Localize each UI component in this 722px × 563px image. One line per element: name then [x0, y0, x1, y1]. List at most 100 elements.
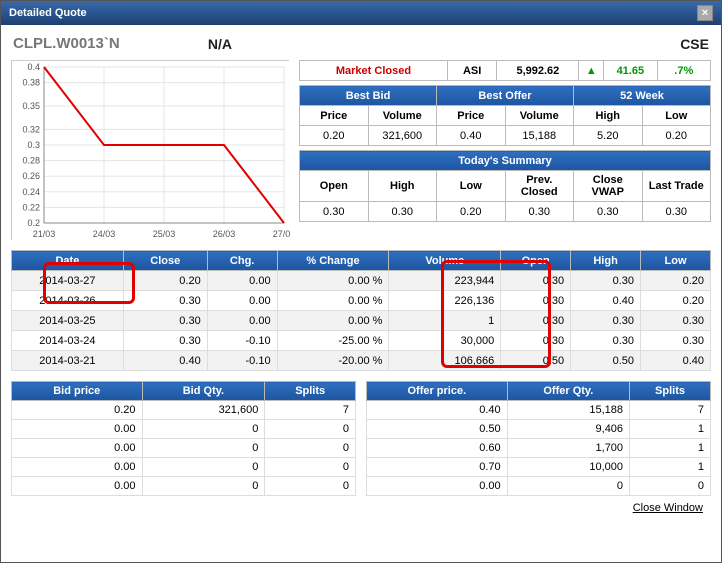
depth-cell: 0.50: [367, 420, 508, 439]
label-open: Open: [320, 180, 348, 192]
bid-price: 0.20: [300, 126, 369, 146]
change-abs: 41.65: [617, 65, 645, 77]
depth-cell: 7: [630, 401, 711, 420]
depth-cell: 0.70: [367, 458, 508, 477]
label-high: High: [596, 110, 620, 122]
footer: Close Window: [11, 496, 711, 516]
history-cell: 2014-03-25: [12, 311, 124, 331]
history-cell: 0.30: [571, 271, 641, 291]
market-status: Market Closed: [336, 65, 411, 77]
history-cell: 106,666: [389, 351, 501, 371]
history-cell: 0.50: [571, 351, 641, 371]
table-row: 0.509,4061: [367, 420, 711, 439]
history-cell: 0.00 %: [277, 291, 389, 311]
history-col-header: Date: [12, 251, 124, 271]
change-pct: .7%: [674, 65, 693, 77]
history-cell: 0.30: [123, 331, 207, 351]
offer-price: 0.40: [437, 126, 506, 146]
history-cell: 0.00 %: [277, 271, 389, 291]
depth-cell: 1,700: [507, 439, 629, 458]
depth-cell: 0.00: [12, 477, 143, 496]
depth-cell: 0.60: [367, 439, 508, 458]
history-cell: 0.00 %: [277, 311, 389, 331]
label-high: High: [390, 180, 414, 192]
history-cell: 0.30: [571, 331, 641, 351]
depth-cell: 0: [265, 477, 356, 496]
history-cell: -0.10: [207, 331, 277, 351]
svg-text:0.24: 0.24: [22, 187, 40, 197]
history-cell: 0.30: [571, 311, 641, 331]
upper-section: 0.20.220.240.260.280.30.320.350.380.421/…: [11, 60, 711, 240]
table-row: 2014-03-250.300.000.00 %10.300.300.30: [12, 311, 711, 331]
depth-cell: 0: [265, 458, 356, 477]
label-volume: Volume: [383, 110, 422, 122]
best-offer-header: Best Offer: [437, 86, 574, 106]
summary-open: 0.30: [300, 202, 369, 222]
depth-cell: 1: [630, 420, 711, 439]
history-cell: -20.00 %: [277, 351, 389, 371]
summary-table: Today's Summary Open High Low Prev. Clos…: [299, 150, 711, 222]
history-cell: 0.50: [501, 351, 571, 371]
table-row: 0.20321,6007: [12, 401, 356, 420]
week52-header: 52 Week: [574, 86, 711, 106]
svg-text:0.28: 0.28: [22, 156, 40, 166]
history-cell: 0.20: [641, 291, 711, 311]
depth-cell: 0: [507, 477, 629, 496]
history-cell: 0.20: [641, 271, 711, 291]
history-col-header: Open: [501, 251, 571, 271]
depth-col-header: Splits: [265, 382, 356, 401]
depth-cell: 0: [142, 458, 265, 477]
depth-cell: 0.00: [367, 477, 508, 496]
depth-cell: 0.00: [12, 420, 143, 439]
history-cell: 0.30: [123, 311, 207, 331]
history-col-header: Close: [123, 251, 207, 271]
table-row: 0.0000: [12, 458, 356, 477]
history-col-header: Chg.: [207, 251, 277, 271]
depth-cell: 0: [265, 439, 356, 458]
history-col-header: % Change: [277, 251, 389, 271]
close-icon[interactable]: ×: [697, 5, 713, 21]
depth-cell: 0: [630, 477, 711, 496]
history-cell: 30,000: [389, 331, 501, 351]
history-cell: 0.40: [123, 351, 207, 371]
depth-cell: 0.20: [12, 401, 143, 420]
history-cell: 0.30: [501, 311, 571, 331]
table-row: 0.7010,0001: [367, 458, 711, 477]
summary-last: 0.30: [642, 202, 711, 222]
depth-cell: 15,188: [507, 401, 629, 420]
titlebar: Detailed Quote ×: [1, 1, 721, 25]
table-row: 0.0000: [367, 477, 711, 496]
close-window-link[interactable]: Close Window: [633, 502, 703, 514]
history-col-header: Low: [641, 251, 711, 271]
offer-depth-table: Offer price.Offer Qty.Splits0.4015,18870…: [366, 381, 711, 496]
depth-cell: 9,406: [507, 420, 629, 439]
bid-depth-table: Bid priceBid Qty.Splits0.20321,60070.000…: [11, 381, 356, 496]
depth-cell: 321,600: [142, 401, 265, 420]
history-cell: 2014-03-27: [12, 271, 124, 291]
depth-cell: 0: [142, 477, 265, 496]
depth-cell: 0: [142, 420, 265, 439]
history-cell: -0.10: [207, 351, 277, 371]
summary-prev: 0.30: [505, 202, 574, 222]
label-low: Low: [460, 180, 482, 192]
label-last: Last Trade: [649, 180, 704, 192]
depth-col-header: Bid price: [12, 382, 143, 401]
bid-volume: 321,600: [368, 126, 437, 146]
history-cell: 0.00: [207, 291, 277, 311]
history-col-header: Volume: [389, 251, 501, 271]
history-cell: 0.30: [501, 271, 571, 291]
history-cell: 0.40: [641, 351, 711, 371]
history-cell: 2014-03-26: [12, 291, 124, 311]
svg-text:0.4: 0.4: [27, 62, 40, 72]
up-arrow-icon: ▲: [586, 65, 597, 77]
summary-low: 0.20: [437, 202, 506, 222]
history-cell: 0.30: [501, 291, 571, 311]
history-cell: 2014-03-21: [12, 351, 124, 371]
summary-header: Today's Summary: [300, 151, 711, 171]
label-low: Low: [665, 110, 687, 122]
detailed-quote-window: Detailed Quote × CLPL.W0013`N N/A CSE 0.…: [0, 0, 722, 563]
week-low: 0.20: [642, 126, 711, 146]
quote-header: CLPL.W0013`N N/A CSE: [11, 31, 711, 60]
history-cell: 1: [389, 311, 501, 331]
history-cell: 0.00: [207, 271, 277, 291]
